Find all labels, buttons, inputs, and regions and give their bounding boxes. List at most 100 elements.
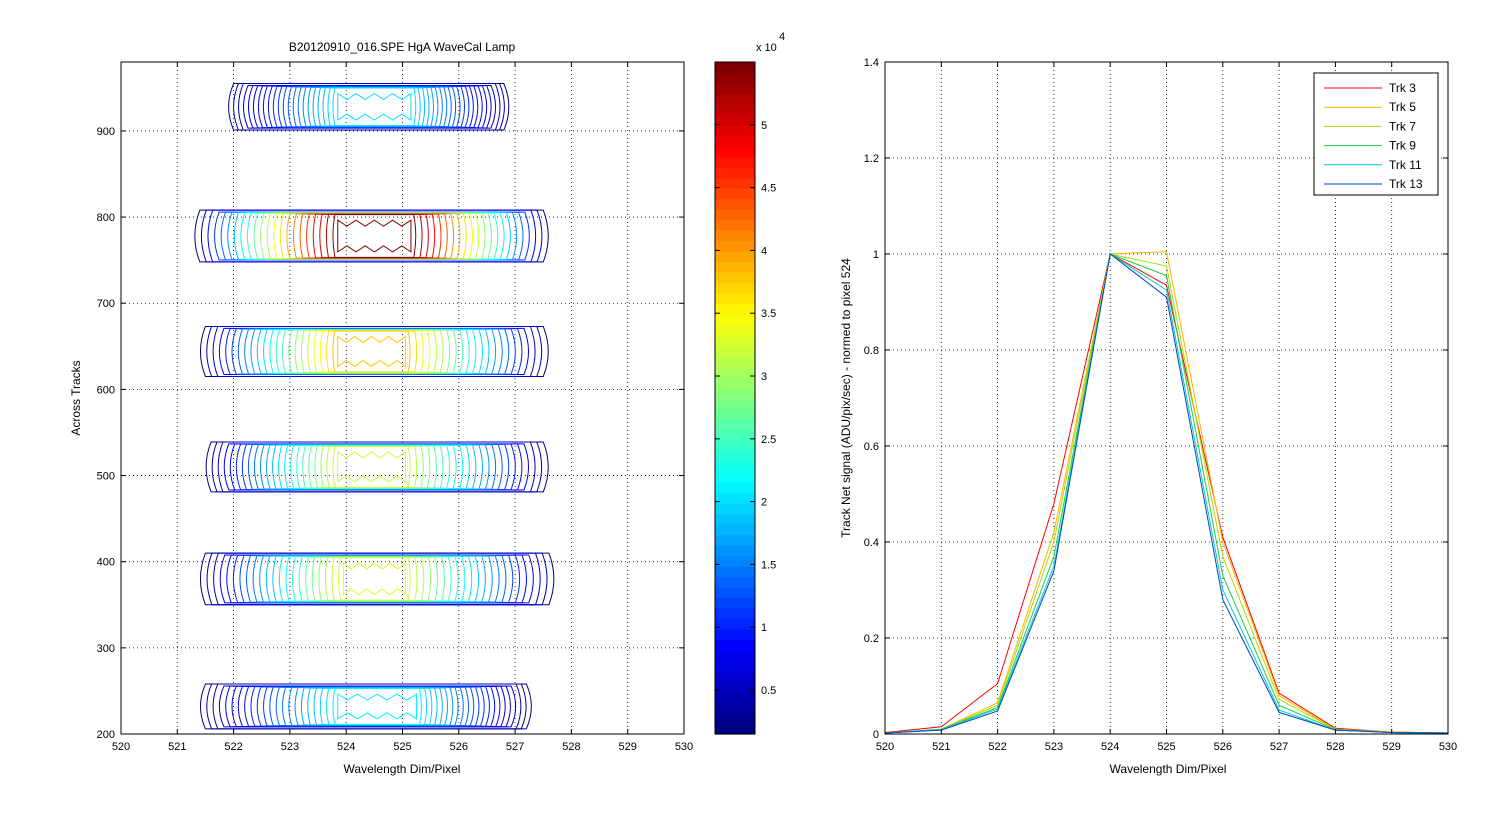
contour-level-line (237, 685, 501, 727)
line-y-tick-label: 1.2 (864, 153, 879, 165)
line-y-tick-label: 0.6 (864, 441, 879, 453)
colorbar-tick-label: 0.5 (761, 685, 776, 697)
line-y-tick-label: 0.4 (864, 537, 879, 549)
contour-core-line (337, 335, 406, 368)
colorbar-band (715, 335, 755, 347)
contour-x-tick-label: 520 (112, 741, 130, 753)
series-line (885, 253, 1448, 734)
contour-level-line (252, 85, 488, 129)
contour-level-line (250, 686, 490, 727)
colorbar-band (715, 545, 755, 557)
colorbar-band (715, 261, 755, 273)
contour-level-line (312, 86, 434, 127)
contour-level-line (326, 330, 418, 373)
contour-level-line (269, 329, 477, 374)
contour-level-line (212, 325, 536, 377)
contour-level-line (217, 441, 536, 493)
contour-level-line (319, 330, 424, 373)
contour-level-line (252, 555, 500, 603)
contour-level-line (306, 213, 442, 259)
contour-level-line (240, 212, 505, 260)
contour-level-line (225, 328, 523, 375)
contour-x-axis-label: Wavelength Dim/Pixel (344, 762, 461, 776)
line-x-tick-label: 525 (1157, 741, 1175, 753)
series-line (885, 253, 1448, 734)
line-y-tick-label: 0 (873, 729, 879, 741)
contour-level-line (228, 83, 510, 131)
line-x-tick-label: 523 (1045, 741, 1063, 753)
colorbar-band (715, 723, 755, 735)
colorbar-tick-label: 4.5 (761, 183, 776, 195)
contour-level-line (211, 441, 543, 493)
contour-level-line (294, 329, 451, 374)
contour-level-line (308, 445, 437, 489)
line-x-tick-label: 520 (876, 741, 894, 753)
contour-level-line (233, 212, 511, 261)
legend-label: Trk 3 (1389, 81, 1416, 95)
line-y-tick-label: 0.8 (864, 345, 879, 357)
contour-level-line (214, 211, 530, 261)
contour-level-line (338, 557, 411, 601)
line-x-tick-label: 528 (1326, 741, 1344, 753)
contour-level-line (266, 212, 480, 260)
line-chart: 520 521 522 523 524 525 526 527 528 529 530 0 0.2 0.… (839, 57, 1457, 776)
line-x-tick-label: 522 (988, 741, 1006, 753)
line-x-ticks: 520 521 522 523 524 525 526 527 528 529 530 (876, 62, 1457, 753)
colorbar-band (715, 419, 755, 431)
colorbar-band (715, 104, 755, 116)
contour-x-tick-label: 521 (168, 741, 186, 753)
line-x-tick-label: 527 (1270, 741, 1288, 753)
contour-core-line (337, 92, 412, 121)
contour-level-line (205, 441, 549, 493)
colorbar-band (715, 72, 755, 84)
colorbar-band (715, 114, 755, 126)
contour-y-tick-label: 800 (97, 212, 115, 224)
line-x-tick-label: 521 (932, 741, 950, 753)
contour-level-line (244, 686, 496, 727)
contour-level-line (299, 213, 448, 259)
contour-level-line (278, 444, 470, 490)
colorbar: 0.5 1 1.5 2 2.5 3 3.5 4 4.5 5 x 10 4 (714, 31, 785, 735)
colorbar-tick-label: 1 (761, 622, 767, 634)
colorbar-band (715, 272, 755, 284)
colorbar-band (715, 618, 755, 630)
colorbar-band (715, 513, 755, 525)
colorbar-band (715, 461, 755, 473)
contour-lines (194, 83, 555, 730)
contour-level-line (312, 213, 436, 259)
colorbar-band (715, 125, 755, 137)
colorbar-tick-label: 3 (761, 371, 767, 383)
contour-level-line (272, 85, 470, 128)
contour-level-line (265, 555, 486, 603)
contour-track (199, 552, 555, 606)
contour-level-line (313, 687, 438, 726)
contour-level-line (332, 87, 417, 127)
contour-level-line (290, 444, 457, 489)
colorbar-band (715, 534, 755, 546)
contour-level-line (194, 209, 549, 263)
colorbar-tick-label: 4 (761, 245, 767, 257)
colorbar-band (715, 692, 755, 704)
colorbar-band (715, 303, 755, 315)
colorbar-tick-label: 2 (761, 497, 767, 509)
contour-plot: 520 521 522 523 524 525 526 527 528 529 530 200 300… (69, 40, 693, 776)
contour-level-line (265, 444, 483, 490)
contour-level-line (318, 556, 432, 602)
colorbar-band (715, 629, 755, 641)
colorbar-band (715, 440, 755, 452)
colorbar-gradient (715, 62, 755, 735)
colorbar-band (715, 93, 755, 105)
contour-level-line (314, 445, 431, 489)
colorbar-band (715, 251, 755, 263)
contour-level-line (247, 443, 503, 490)
contour-level-line (269, 686, 475, 727)
legend-box (1313, 72, 1439, 196)
contour-level-line (305, 556, 445, 602)
colorbar-band (715, 492, 755, 504)
colorbar-band (715, 156, 755, 168)
contour-y-tick-label: 200 (97, 729, 115, 741)
contour-level-line (243, 84, 497, 129)
colorbar-band (715, 314, 755, 326)
line-y-tick-label: 1 (873, 249, 879, 261)
line-y-axis-label: Track Net signal (ADU/pix/sec) - normed … (839, 258, 853, 538)
